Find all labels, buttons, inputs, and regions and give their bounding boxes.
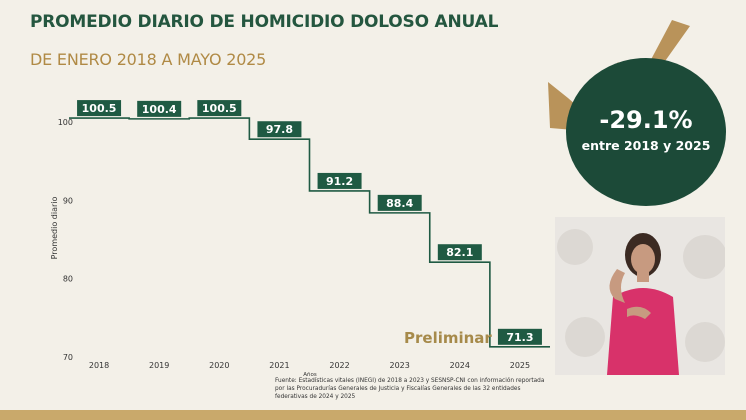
reduction-caption: entre 2018 y 2025 — [581, 138, 711, 153]
data-label: 97.8 — [266, 123, 293, 136]
x-tick-label: 2019 — [149, 361, 169, 370]
x-axis-label: Años — [303, 372, 317, 378]
data-label-box — [317, 172, 362, 189]
x-tick-label: 2022 — [329, 361, 349, 370]
x-tick-label: 2021 — [269, 361, 289, 370]
reduction-percent: -29.1% — [599, 106, 693, 134]
x-tick-label: 2025 — [510, 361, 530, 370]
data-label: 100.4 — [142, 103, 177, 116]
interpreter-figure — [555, 217, 725, 375]
page-subtitle: DE ENERO 2018 A MAYO 2025 — [30, 50, 267, 69]
x-tick-label: 2024 — [450, 361, 470, 370]
bottom-bar — [0, 410, 746, 420]
data-label-box — [377, 194, 422, 211]
reduction-circle — [566, 58, 726, 206]
y-axis-label: Promedio diario — [50, 197, 59, 260]
data-label: 100.5 — [202, 102, 237, 115]
data-label: 82.1 — [446, 246, 473, 259]
y-tick-label: 90 — [63, 196, 73, 205]
preliminary-label: Preliminar — [404, 329, 492, 347]
data-label: 100.5 — [82, 102, 117, 115]
x-tick-label: 2020 — [209, 361, 229, 370]
x-tick-label: 2018 — [89, 361, 109, 370]
data-label: 71.3 — [506, 331, 533, 344]
y-tick-label: 80 — [63, 275, 73, 284]
series-step-line — [69, 117, 550, 348]
data-label: 88.4 — [386, 197, 413, 210]
data-label-box — [197, 100, 242, 117]
interpreter-video — [555, 217, 725, 375]
x-tick-label: 2023 — [390, 361, 410, 370]
source-note: Fuente: Estadísticas vitales (INEGI) de … — [275, 378, 545, 400]
y-tick-label: 100 — [58, 118, 73, 127]
data-label-box — [497, 328, 542, 345]
data-label: 91.2 — [326, 175, 353, 188]
y-tick-label: 70 — [63, 353, 73, 362]
data-label-box — [257, 121, 302, 138]
data-label-box — [437, 244, 482, 261]
data-label-box — [77, 100, 122, 117]
page-title: PROMEDIO DIARIO DE HOMICIDIO DOLOSO ANUA… — [30, 12, 499, 32]
data-label-box — [137, 100, 182, 117]
